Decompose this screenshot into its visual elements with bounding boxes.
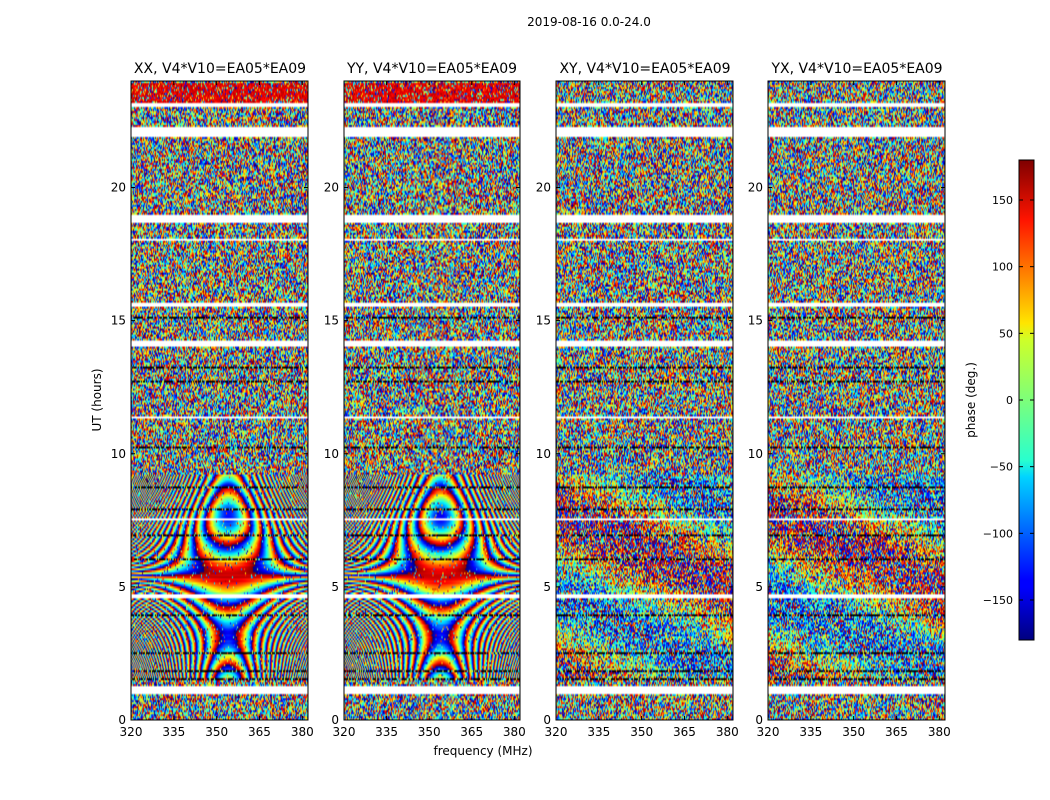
x-axis-label: frequency (MHz) [433,744,532,758]
y-tick-label: 20 [324,181,339,195]
y-tick-label: 5 [118,580,126,594]
x-tick-label: 350 [630,725,653,739]
heatmap-yx [768,81,945,720]
x-ticks-yy: 320 335 350 365 380 [333,81,526,739]
colorbar-tick-label: 50 [999,327,1013,340]
y-tick-label: 15 [748,314,763,328]
x-ticks-yx: 320 335 350 365 380 [757,81,951,739]
x-tick-label: 350 [205,725,228,739]
heatmap-xx [131,81,308,720]
x-tick-label: 320 [757,725,780,739]
colorbar-tick-label: 100 [992,261,1013,274]
x-tick-label: 335 [587,725,610,739]
y-tick-label: 20 [111,181,126,195]
y-tick-label: 15 [536,314,551,328]
y-tick-label: 10 [324,447,339,461]
y-tick-label: 5 [331,580,339,594]
panel-xy: XY, V4*V10=EA05*EA09 320 335 350 365 380 0 5 1… [536,61,739,739]
colorbar: 150 100 50 0 −50 −100 −150 phase (deg.) [964,159,1035,641]
y-ticks-xx: 0 5 10 15 20 [111,181,308,727]
plot-frame-yy [343,80,521,721]
x-tick-label: 335 [375,725,398,739]
y-tick-label: 5 [755,580,763,594]
x-tick-label: 350 [842,725,865,739]
panel-title-xy: XY, V4*V10=EA05*EA09 [559,61,730,77]
y-tick-label: 0 [331,713,339,727]
panel-xx: XX, V4*V10=EA05*EA09 320 335 350 365 380 0 5 1… [111,61,314,739]
colorbar-label: phase (deg.) [964,362,978,438]
panel-yy: YY, V4*V10=EA05*EA09 320 335 350 365 380 0 5 1… [324,61,526,739]
x-tick-label: 320 [333,725,356,739]
x-ticks-xx: 320 335 350 365 380 [120,81,314,739]
colorbar-tick-label: −50 [990,461,1013,474]
x-tick-label: 380 [716,725,739,739]
y-ticks-yy: 0 5 10 15 20 [324,181,520,727]
y-tick-label: 15 [111,314,126,328]
plot-frame-xx [130,80,309,721]
figure-title: 2019-08-16 0.0-24.0 [527,15,651,29]
colorbar-tick-label: 0 [1006,394,1013,407]
y-tick-label: 0 [118,713,126,727]
x-tick-label: 320 [120,725,143,739]
y-tick-label: 10 [536,447,551,461]
panel-title-yy: YY, V4*V10=EA05*EA09 [346,61,517,77]
y-tick-label: 0 [755,713,763,727]
colorbar-tick-label: 150 [992,194,1013,207]
y-tick-label: 5 [543,580,551,594]
x-tick-label: 335 [162,725,185,739]
plot-frame-xy [555,80,734,721]
x-ticks-xy: 320 335 350 365 380 [545,81,739,739]
x-tick-label: 380 [503,725,526,739]
y-axis-label: UT (hours) [90,368,104,431]
heatmap-xy [556,81,733,720]
colorbar-tick-label: −150 [983,594,1013,607]
x-tick-label: 365 [885,725,908,739]
x-tick-label: 365 [248,725,271,739]
x-tick-label: 365 [460,725,483,739]
y-tick-label: 15 [324,314,339,328]
x-tick-label: 320 [545,725,568,739]
heatmap-yy [344,81,520,720]
y-tick-label: 20 [748,181,763,195]
x-tick-label: 380 [928,725,951,739]
y-tick-label: 20 [536,181,551,195]
y-ticks-yx: 0 5 10 15 20 [748,181,945,727]
y-tick-label: 0 [543,713,551,727]
panel-title-xx: XX, V4*V10=EA05*EA09 [134,61,306,77]
x-tick-label: 365 [673,725,696,739]
plot-frame-yx [767,80,946,721]
colorbar-ticks: 150 100 50 0 −50 −100 −150 [983,194,1034,607]
y-tick-label: 10 [748,447,763,461]
panel-yx: YX, V4*V10=EA05*EA09 320 335 350 365 380 0 5 1… [748,61,951,739]
panel-title-yx: YX, V4*V10=EA05*EA09 [770,61,942,77]
colorbar-tick-label: −100 [983,527,1013,540]
y-ticks-xy: 0 5 10 15 20 [536,181,733,727]
y-tick-label: 10 [111,447,126,461]
x-tick-label: 380 [291,725,314,739]
x-tick-label: 335 [799,725,822,739]
x-tick-label: 350 [418,725,441,739]
